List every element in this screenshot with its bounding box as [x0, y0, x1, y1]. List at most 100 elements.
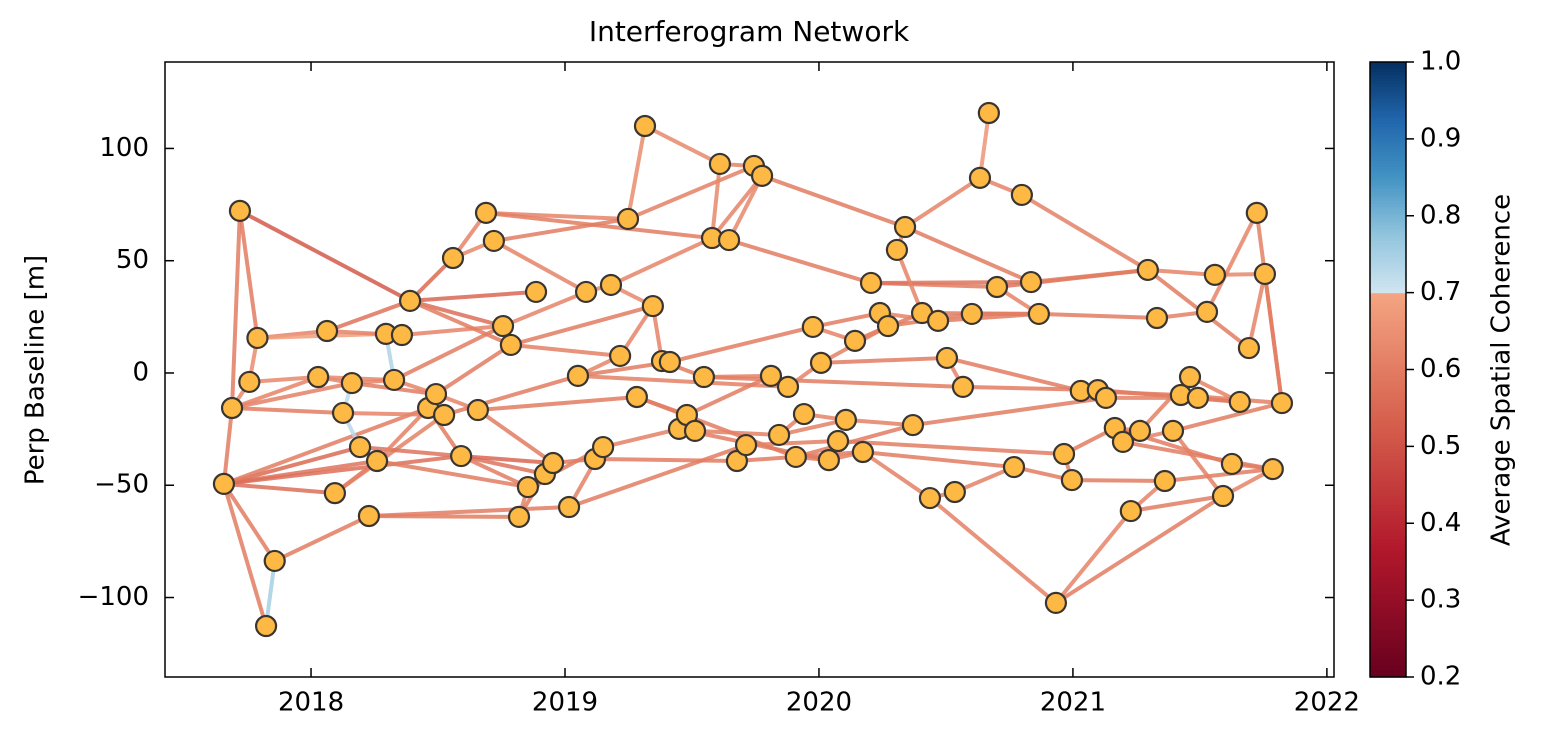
edge — [710, 161, 722, 241]
edge — [508, 342, 623, 358]
acquisition-node — [1145, 306, 1169, 330]
edge — [1162, 467, 1275, 483]
colorbar-segment — [1370, 584, 1406, 589]
acquisition-node — [507, 505, 531, 529]
edge — [237, 208, 413, 303]
colorbar-segment — [1370, 264, 1406, 269]
colorbar-segment — [1370, 547, 1406, 552]
edge — [592, 456, 739, 463]
edge — [221, 406, 431, 486]
colorbar-segment — [1370, 120, 1406, 125]
edge — [818, 355, 949, 365]
colorbar-segment — [1370, 258, 1406, 263]
edge — [221, 454, 464, 486]
edge — [1069, 478, 1167, 483]
acquisition-node — [1044, 591, 1068, 615]
acquisition-node — [1186, 386, 1209, 410]
colorbar-segment — [1370, 554, 1406, 558]
acquisition-node — [935, 346, 959, 370]
colorbar-segment — [1370, 308, 1406, 312]
acquisition-node — [834, 408, 857, 432]
colorbar-segment — [1370, 117, 1406, 122]
colorbar-segment — [1370, 228, 1406, 232]
colorbar-segment — [1370, 501, 1406, 506]
colorbar-segment — [1370, 329, 1406, 334]
colorbar-tick-label: 0.4 — [1420, 508, 1461, 538]
acquisition-node — [826, 429, 850, 453]
acquisition-node — [307, 365, 330, 389]
edge — [230, 381, 354, 411]
colorbar-segment — [1370, 111, 1406, 115]
colorbar-segment — [1370, 572, 1406, 577]
edge — [408, 298, 513, 347]
acquisition-node — [357, 504, 381, 528]
colorbar-segment — [1370, 92, 1406, 97]
colorbar-segment — [1370, 492, 1406, 497]
edge — [221, 406, 235, 486]
colorbar-segment — [1370, 597, 1406, 601]
edge — [567, 443, 749, 510]
acquisition-node — [717, 228, 741, 252]
colorbar-segment — [1370, 449, 1406, 454]
colorbar-segment — [1370, 412, 1406, 417]
edge — [810, 311, 882, 329]
edge — [1053, 494, 1226, 605]
colorbar-segment — [1370, 431, 1406, 435]
acquisition-node — [557, 495, 581, 519]
edge — [433, 342, 513, 397]
colorbar-segment — [1370, 477, 1406, 481]
acquisition-node — [1010, 183, 1033, 207]
colorbar-segment — [1370, 510, 1406, 515]
x-tick-label: 2018 — [278, 688, 344, 718]
colorbar-segment — [1370, 255, 1406, 260]
colorbar-segment — [1370, 483, 1406, 487]
edge — [608, 236, 715, 287]
colorbar-segment — [1370, 197, 1406, 201]
acquisition-node — [450, 444, 473, 468]
acquisition-node — [348, 435, 372, 459]
acquisition-node — [1060, 468, 1084, 492]
acquisition-node — [212, 472, 236, 496]
colorbar-segment — [1370, 640, 1406, 644]
colorbar-tick-label: 0.8 — [1420, 200, 1461, 230]
colorbar-segment — [1370, 495, 1406, 500]
colorbar-segment — [1370, 286, 1406, 291]
edge — [358, 445, 464, 459]
colorbar-segment — [1370, 609, 1406, 614]
edge — [744, 439, 841, 448]
colorbar-segment — [1370, 151, 1406, 155]
acquisition-node — [817, 448, 840, 472]
edge — [230, 208, 242, 411]
colorbar-segment — [1370, 351, 1406, 355]
colorbar-segment — [1370, 261, 1406, 266]
colorbar-segment — [1370, 566, 1406, 570]
colorbar-segment — [1370, 237, 1406, 241]
edge — [843, 417, 915, 428]
colorbar-segment — [1370, 175, 1406, 180]
acquisition-node — [331, 401, 355, 425]
colorbar-segment — [1370, 458, 1406, 463]
acquisition-node — [1161, 419, 1185, 443]
acquisition-node — [315, 319, 339, 343]
acquisition-node — [985, 275, 1009, 299]
colorbar-segment — [1370, 148, 1406, 152]
edge — [1145, 267, 1217, 277]
edge — [894, 247, 925, 316]
acquisition-node — [1111, 430, 1135, 454]
colorbar-segment — [1370, 427, 1406, 432]
acquisition-node — [246, 326, 269, 350]
acquisition-node — [398, 289, 422, 313]
edge — [727, 173, 765, 243]
acquisition-node — [1002, 455, 1026, 479]
colorbar-segment — [1370, 292, 1406, 297]
acquisition-node — [340, 371, 364, 395]
colorbar-segment — [1370, 655, 1406, 660]
colorbar-segment — [1370, 587, 1406, 592]
edge — [221, 481, 269, 629]
edge — [1170, 428, 1226, 499]
edge — [475, 395, 639, 413]
edge — [237, 208, 260, 340]
colorbar-segment — [1370, 563, 1406, 567]
colorbar-segment — [1370, 135, 1406, 140]
colorbar-segment — [1370, 474, 1406, 478]
